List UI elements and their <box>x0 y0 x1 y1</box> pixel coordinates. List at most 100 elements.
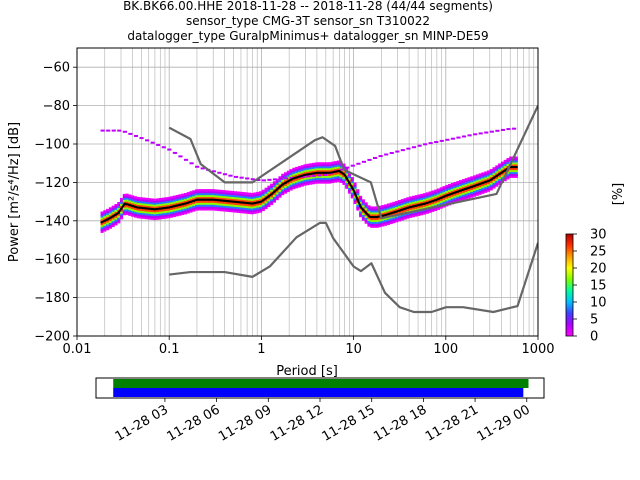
density-cell <box>114 207 118 211</box>
density-cell <box>392 207 396 210</box>
curve-lines <box>100 105 538 314</box>
density-cell <box>495 173 499 176</box>
density-cell <box>286 187 290 191</box>
density-cell <box>489 174 493 177</box>
density-cell <box>339 180 343 183</box>
density-outlier <box>322 173 328 176</box>
density-cell <box>300 167 304 170</box>
density-cell <box>409 213 413 216</box>
density-cell <box>370 225 374 228</box>
density-cell <box>178 209 182 212</box>
density-cell <box>509 158 513 161</box>
density-cell <box>489 170 493 174</box>
density-cell <box>372 210 377 213</box>
density-cell <box>386 211 390 214</box>
density-cell <box>156 209 160 213</box>
density-cell <box>328 169 332 173</box>
density-cell <box>475 187 479 191</box>
density-cell <box>506 165 510 168</box>
density-cell <box>347 187 352 190</box>
density-cell <box>175 200 179 203</box>
density-cell <box>372 219 377 223</box>
density-cell <box>484 182 488 186</box>
density-cell <box>461 190 466 193</box>
density-cell <box>206 194 210 198</box>
density-outlier <box>217 171 222 174</box>
density-cell <box>297 171 301 175</box>
density-cell <box>436 192 440 195</box>
density-cell <box>178 205 182 209</box>
density-cell <box>136 202 140 205</box>
density-outlier <box>289 176 294 179</box>
density-outlier <box>434 141 439 144</box>
density-cell <box>300 165 304 168</box>
density-cell <box>117 215 121 218</box>
density-cell <box>467 182 471 186</box>
density-cell <box>423 195 427 198</box>
density-cell <box>448 191 452 194</box>
density-cell <box>142 212 146 216</box>
density-cell <box>186 193 190 197</box>
density-cell <box>125 208 129 212</box>
density-cell <box>247 198 251 201</box>
density-cell <box>378 223 382 226</box>
density-cell <box>503 165 507 168</box>
density-cell <box>509 168 513 171</box>
density-cell <box>356 204 360 207</box>
density-cell <box>436 203 440 207</box>
density-cell <box>484 171 488 174</box>
density-cell <box>411 209 415 212</box>
density-cell <box>403 198 407 201</box>
density-cell <box>414 197 418 200</box>
density-cell <box>484 175 488 178</box>
density-cell <box>459 199 463 202</box>
density-cell <box>128 209 132 213</box>
density-cell <box>106 220 110 223</box>
density-cell <box>147 211 151 214</box>
density-cell <box>506 163 510 167</box>
density-cell <box>439 206 443 209</box>
density-cell <box>233 202 238 205</box>
density-cell <box>420 195 424 198</box>
density-cell <box>370 219 374 223</box>
density-cell <box>309 180 313 183</box>
density-cell <box>372 206 377 209</box>
density-cell <box>197 191 201 194</box>
density-cell <box>381 208 385 212</box>
density-cell <box>403 200 407 203</box>
density-cell <box>172 197 176 200</box>
density-cell <box>236 193 240 196</box>
density-cell <box>342 180 346 184</box>
density-cell <box>106 212 110 215</box>
density-cell <box>481 180 485 183</box>
density-cell <box>336 179 340 182</box>
density-cell <box>417 206 421 209</box>
density-cell <box>295 180 299 183</box>
density-cell <box>445 186 449 190</box>
density-cell <box>420 213 424 216</box>
density-cell <box>439 189 443 192</box>
density-cell <box>503 177 507 180</box>
y-tick-label: −140 <box>34 214 70 229</box>
density-cell <box>120 215 124 218</box>
density-cell <box>114 223 118 226</box>
density-cell <box>120 213 124 216</box>
density-cell <box>122 213 126 216</box>
density-cell <box>195 206 199 209</box>
density-cell <box>278 193 282 196</box>
density-cell <box>181 195 185 198</box>
density-cell <box>284 185 288 188</box>
density-cell <box>178 207 182 210</box>
density-cell <box>167 198 171 202</box>
density-cell <box>250 192 254 196</box>
density-cell <box>509 156 513 159</box>
density-cell <box>297 169 301 173</box>
density-cell <box>498 171 502 174</box>
density-cell <box>272 183 276 186</box>
density-cell <box>428 191 432 194</box>
density-cell <box>303 164 307 167</box>
density-cell <box>220 189 224 193</box>
density-cell <box>395 212 399 215</box>
density-cell <box>389 202 393 205</box>
density-outlier <box>384 153 389 156</box>
